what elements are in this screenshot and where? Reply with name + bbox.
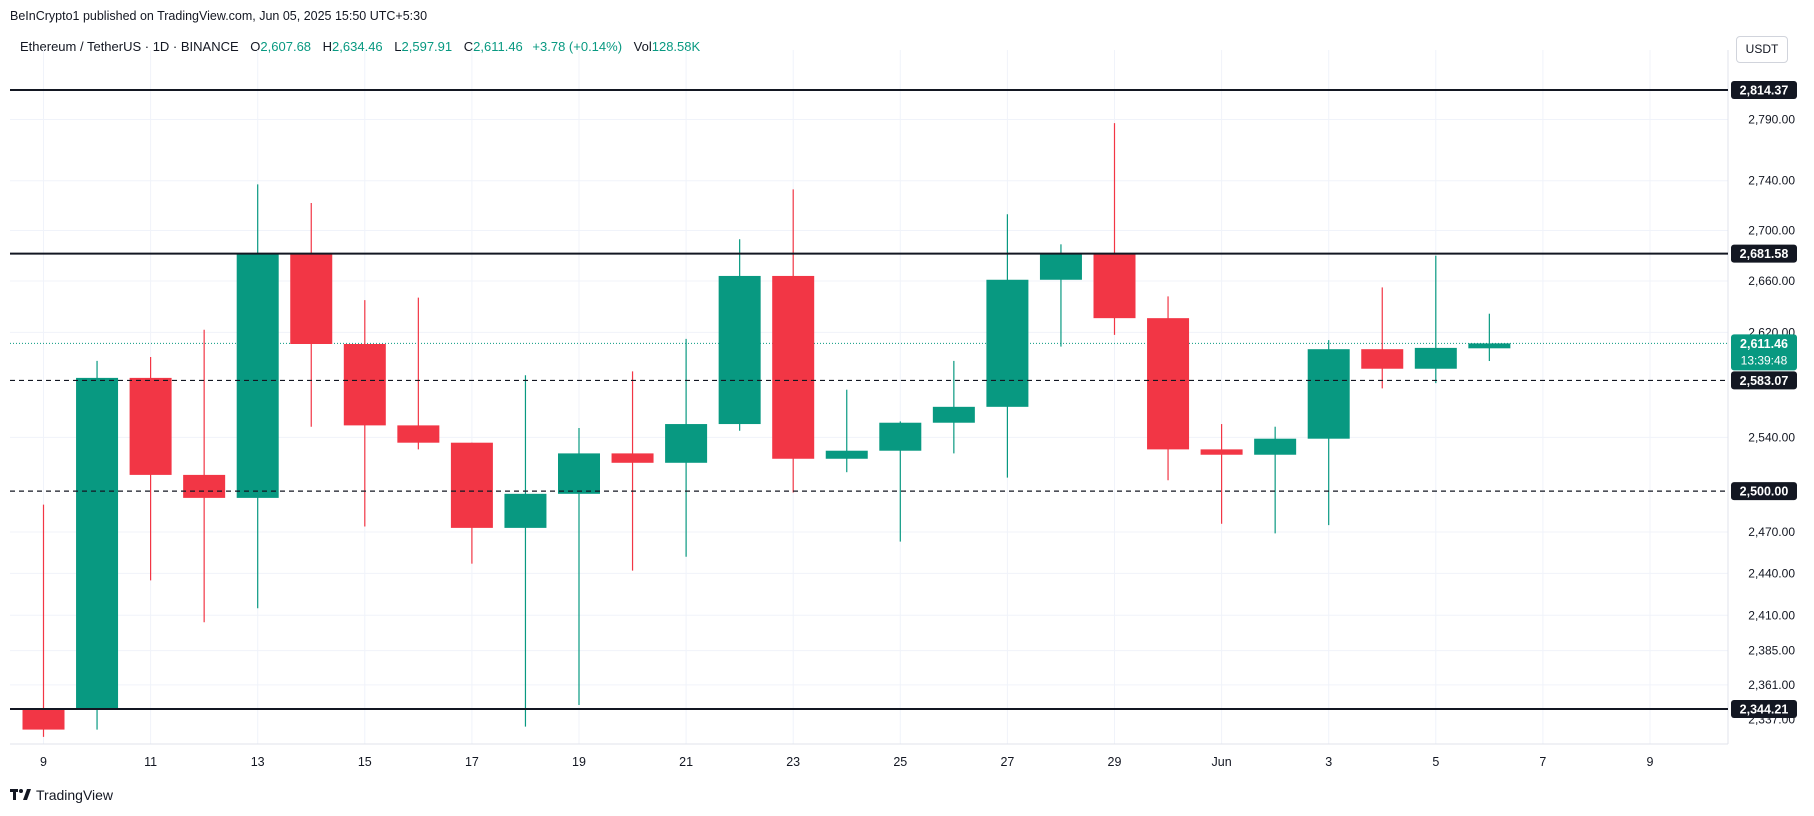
y-tick-label: 2,385.00 <box>1748 644 1795 658</box>
x-tick-label: 15 <box>358 755 372 769</box>
low-value: 2,597.91 <box>401 39 453 54</box>
x-tick-label: 9 <box>40 755 47 769</box>
x-tick-label: 9 <box>1647 755 1654 769</box>
change-value: +3.78 (+0.14%) <box>532 39 623 54</box>
candle-body-up[interactable] <box>1414 347 1457 369</box>
close-label: C <box>463 39 474 54</box>
candle-body-down[interactable] <box>611 453 654 463</box>
candle-body-up[interactable] <box>76 377 119 710</box>
x-tick-label: 27 <box>1000 755 1014 769</box>
candle-body-down[interactable] <box>1147 318 1190 450</box>
candle-body-up[interactable] <box>718 275 761 425</box>
candle-body-up[interactable] <box>825 450 868 459</box>
y-tick-label: 2,740.00 <box>1748 174 1795 188</box>
y-tick-label: 2,700.00 <box>1748 223 1795 237</box>
x-tick-label: 13 <box>251 755 265 769</box>
y-tick-label: 2,660.00 <box>1748 274 1795 288</box>
candle-body-up[interactable] <box>879 422 922 451</box>
x-tick-label: 23 <box>786 755 800 769</box>
candle-body-up[interactable] <box>236 253 279 498</box>
x-tick-label: 21 <box>679 755 693 769</box>
x-tick-label: 11 <box>144 755 157 769</box>
y-tick-label: 2,410.00 <box>1748 608 1795 622</box>
candle-body-down[interactable] <box>290 253 333 344</box>
current-price-tag <box>1731 334 1797 371</box>
tradingview-logo[interactable]: TradingView <box>10 787 113 803</box>
level-price-tag <box>1731 244 1797 263</box>
x-tick-label: 17 <box>465 755 479 769</box>
y-tick-label: 2,790.00 <box>1748 112 1795 126</box>
y-tick-label: 2,440.00 <box>1748 566 1795 580</box>
countdown-label: 13:39:48 <box>1741 353 1788 367</box>
level-price-label: 2,583.07 <box>1740 374 1789 388</box>
level-price-tag <box>1731 700 1797 718</box>
current-price-label: 2,611.46 <box>1740 337 1788 351</box>
candle-body-down[interactable] <box>1200 449 1243 455</box>
open-value: 2,607.68 <box>260 39 312 54</box>
level-price-tag <box>1731 371 1797 390</box>
tradingview-logo-text: TradingView <box>36 787 114 803</box>
candle-body-down[interactable] <box>22 709 65 730</box>
candle-body-up[interactable] <box>665 424 708 463</box>
candle-body-down[interactable] <box>1361 349 1404 369</box>
y-tick-label: 2,540.00 <box>1748 430 1795 444</box>
candle-body-down[interactable] <box>1093 253 1136 319</box>
candle-body-down[interactable] <box>397 425 440 443</box>
x-tick-label: 19 <box>572 755 586 769</box>
x-tick-label: 7 <box>1539 755 1546 769</box>
volume-label: Vol <box>633 39 652 54</box>
publisher-credit: BeInCrypto1 published on TradingView.com… <box>10 9 428 23</box>
candle-body-up[interactable] <box>558 453 600 494</box>
candle-body-up[interactable] <box>1039 253 1082 280</box>
candle-body-up[interactable] <box>932 406 975 423</box>
x-tick-label: Jun <box>1212 755 1232 769</box>
candle-body-up[interactable] <box>986 279 1029 407</box>
y-tick-label: 2,361.00 <box>1748 678 1795 692</box>
candle-body-down[interactable] <box>129 377 172 475</box>
level-price-label: 2,814.37 <box>1740 84 1789 98</box>
volume-value: 128.58K <box>651 39 701 54</box>
candle-body-down[interactable] <box>450 442 493 528</box>
candle-body-down[interactable] <box>183 474 226 498</box>
low-label: L <box>394 39 402 54</box>
high-value: 2,634.46 <box>332 39 383 54</box>
level-price-label: 2,500.00 <box>1740 485 1789 499</box>
candle-body-up[interactable] <box>504 493 547 528</box>
open-label: O <box>250 39 261 54</box>
level-price-label: 2,681.58 <box>1740 247 1789 261</box>
x-tick-label: 29 <box>1108 755 1122 769</box>
candle-body-down[interactable] <box>772 275 815 459</box>
x-tick-label: 3 <box>1325 755 1332 769</box>
candle-body-up[interactable] <box>1254 438 1297 455</box>
close-value: 2,611.46 <box>473 39 523 54</box>
candle-body-down[interactable] <box>343 343 386 426</box>
symbol-title[interactable]: Ethereum / TetherUS · 1D · BINANCE <box>20 39 239 54</box>
tradingview-logo-icon <box>10 789 31 800</box>
x-tick-label: 5 <box>1432 755 1439 769</box>
high-label: H <box>322 39 333 54</box>
candle-body-up[interactable] <box>1468 343 1511 349</box>
currency-button[interactable]: USDT <box>1736 36 1788 63</box>
level-price-tag <box>1731 81 1797 99</box>
candle-body-up[interactable] <box>1307 349 1350 439</box>
y-tick-label: 2,470.00 <box>1748 525 1795 539</box>
level-price-label: 2,344.21 <box>1740 703 1789 717</box>
level-price-tag <box>1731 482 1797 501</box>
ohlc-legend: Ethereum / TetherUS · 1D · BINANCE O2,60… <box>20 39 700 54</box>
x-tick-label: 25 <box>893 755 907 769</box>
